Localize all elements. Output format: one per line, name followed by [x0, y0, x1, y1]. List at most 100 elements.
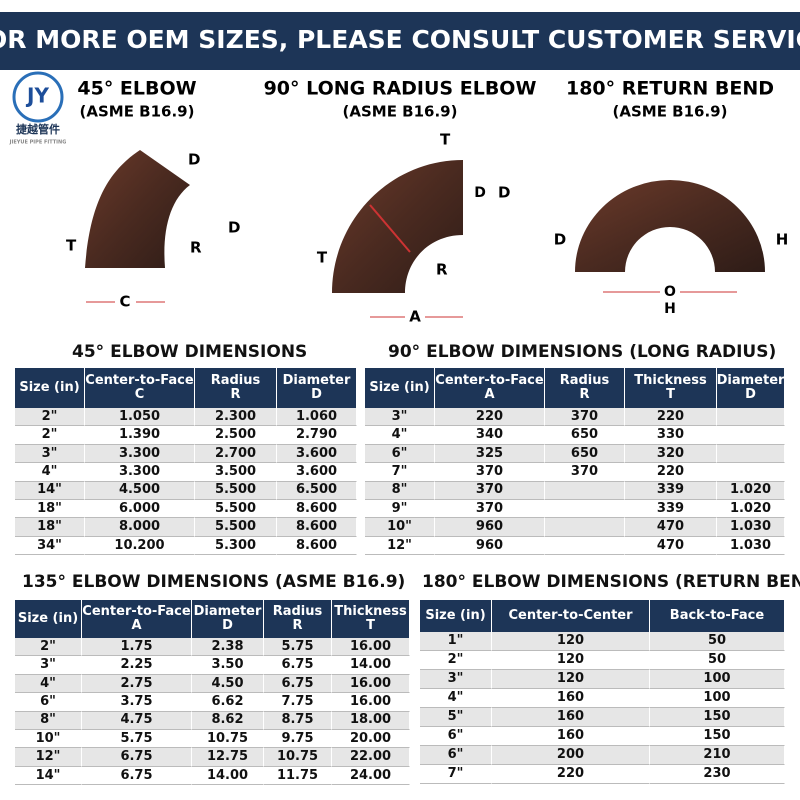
table-cell: 4.50 [192, 674, 264, 694]
table-cell: 34" [15, 536, 85, 556]
table-row: 18" 8.000 5.500 8.600 [15, 518, 357, 537]
table-cell: 2.300 [195, 408, 277, 427]
header-cell: Size (in) [15, 600, 82, 638]
header-cell: Center-to-Face A [435, 368, 545, 408]
table-cell: 6.75 [82, 748, 192, 767]
table-cell: 1.75 [82, 638, 192, 657]
table-cell: 8.600 [277, 536, 357, 556]
table-cell: 10" [365, 518, 435, 537]
table-cell: 6" [420, 746, 492, 765]
table-cell: 2.25 [82, 656, 192, 675]
table-row: 3" 120 100 [420, 670, 785, 689]
table-cell: 6" [15, 693, 82, 712]
table-row: 7" 370 370 220 [365, 463, 785, 482]
table-cell: 339 [625, 499, 717, 519]
table-row: 2" 1.75 2.38 5.75 16.00 [15, 638, 410, 657]
header-name: Radius [272, 604, 323, 620]
header-bar [0, 12, 800, 70]
table-row: 2" 120 50 [420, 651, 785, 670]
table-cell: 370 [545, 408, 625, 427]
table-cell: 50 [650, 651, 785, 670]
table-cell: 160 [492, 727, 650, 746]
diagram-subtitle: (ASME B16.9) [80, 103, 195, 121]
table: Size (in) Center-to-Face A Radius R Thickness… [365, 368, 785, 556]
header-name: Radius [559, 373, 610, 389]
table-row: 8" 370 339 1.020 [365, 481, 785, 500]
table-cell: 16.00 [332, 638, 410, 657]
table-cell: 2.790 [277, 426, 357, 445]
table-cell: 5.500 [195, 499, 277, 519]
table-row: 9" 370 339 1.020 [365, 499, 785, 519]
table-cell: 6.000 [85, 499, 195, 519]
table-cell: 6.75 [264, 674, 332, 694]
table-cell: 22.00 [332, 748, 410, 767]
table-cell: 4" [420, 689, 492, 708]
dim-label: H [664, 301, 676, 317]
table-cell: 12" [365, 536, 435, 556]
table-cell: 3.75 [82, 693, 192, 712]
table-cell: 6.500 [277, 481, 357, 500]
dim-label: C [119, 293, 130, 311]
table-cell: 18.00 [332, 711, 410, 730]
table-cell: 370 [435, 463, 545, 482]
table-row: 1" 120 50 [420, 632, 785, 651]
table-cell: 1.020 [717, 499, 785, 519]
header-symbol: R [230, 387, 241, 402]
table-cell: 2" [420, 651, 492, 670]
table-cell: 3" [365, 408, 435, 427]
table-cell: 6.62 [192, 693, 264, 712]
table-cell: 8.62 [192, 711, 264, 730]
table-row: 2" 1.390 2.500 2.790 [15, 426, 357, 445]
table-cell: 470 [625, 536, 717, 556]
table-row: 10" 960 470 1.030 [365, 518, 785, 537]
header-name: Thickness [634, 373, 707, 389]
table-title: 45° ELBOW DIMENSIONS [72, 342, 308, 362]
table-row: 6" 200 210 [420, 746, 785, 765]
header-symbol: A [484, 387, 495, 402]
table-cell: 1.030 [717, 518, 785, 537]
table-cell: 4" [15, 463, 85, 482]
table-body: 3" 220 370 220 4" 340 650 330 6" 325 650 320 7" 370 37… [365, 408, 785, 556]
table-cell: 3.300 [85, 463, 195, 482]
header-cell: Radius R [545, 368, 625, 408]
table: Size (in) Center-to-Face C Radius R Diameter D… [15, 368, 357, 556]
table-cell: 330 [625, 426, 717, 445]
table-cell: 5" [420, 708, 492, 727]
header-name: Size (in) [19, 380, 80, 396]
table-cell: 7" [420, 765, 492, 784]
table-row: 4" 340 650 330 [365, 426, 785, 445]
table-cell: 6.75 [82, 766, 192, 786]
header-name: Center-to-Face [85, 373, 194, 389]
dim-label: D [474, 185, 486, 201]
table-title: 135° ELBOW DIMENSIONS (ASME B16.9) [22, 572, 406, 592]
return-bend [575, 180, 765, 272]
table-cell: 7" [365, 463, 435, 482]
table-cell: 320 [625, 444, 717, 464]
table-cell: 230 [650, 765, 785, 784]
table-cell: 5.500 [195, 518, 277, 537]
table-cell: 3.600 [277, 444, 357, 464]
top-area: FOR MORE OEM SIZES, PLEASE CONSULT CUSTO… [0, 12, 800, 326]
diagram-title: 90° LONG RADIUS ELBOW [264, 78, 537, 100]
table-row: 3" 2.25 3.50 6.75 14.00 [15, 656, 410, 675]
table-cell: 8.000 [85, 518, 195, 537]
table-cell: 5.500 [195, 481, 277, 500]
table-cell: 3.600 [277, 463, 357, 482]
table-row: 8" 4.75 8.62 8.75 18.00 [15, 711, 410, 730]
table-cell [717, 463, 785, 482]
table-cell: 370 [545, 463, 625, 482]
header-symbol: D [222, 618, 233, 633]
header-row: Size (in) Center-to-Face C Radius R Diameter D [15, 368, 357, 408]
table-cell [545, 536, 625, 556]
table-cell: 18" [15, 518, 85, 537]
table-cell: 120 [492, 670, 650, 689]
header-symbol: T [666, 387, 675, 402]
table: Size (in) Center-to-Center Back-to-Face 1" 1… [420, 600, 785, 784]
table-cell: 100 [650, 689, 785, 708]
table-row: 14" 4.500 5.500 6.500 [15, 481, 357, 500]
header-name: Back-to-Face [669, 608, 765, 624]
table-cell: 210 [650, 746, 785, 765]
dim-label: R [190, 239, 202, 257]
table-cell: 9" [365, 499, 435, 519]
table-cell: 6" [365, 444, 435, 464]
